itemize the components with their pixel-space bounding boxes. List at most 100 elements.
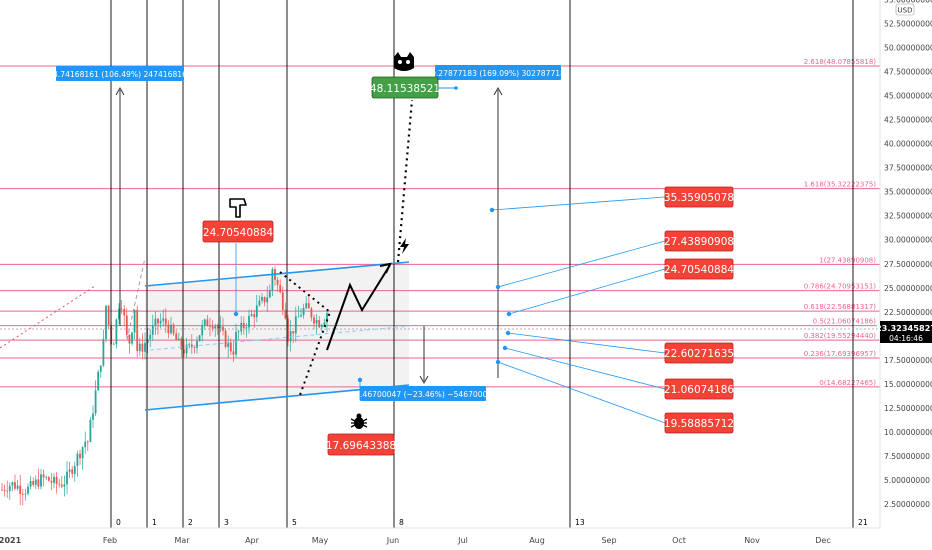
candle-body xyxy=(229,342,232,352)
svg-text:04:16:46: 04:16:46 xyxy=(889,334,923,343)
right-price-text: 21.06074186 xyxy=(664,384,734,396)
candle-body xyxy=(94,390,97,414)
fib-time-label: 3 xyxy=(224,518,229,527)
price-tick-label: 35.00000000 xyxy=(884,188,932,197)
candle-body xyxy=(63,484,66,487)
candle-body xyxy=(141,343,144,352)
fib-time-label: 5 xyxy=(292,518,297,527)
measure-label-down: −5.46700047 (−23.46%) −546700047 xyxy=(349,386,497,401)
candle-body xyxy=(60,484,63,487)
candle-body xyxy=(99,365,102,372)
price-tick-label: 5.00000000 xyxy=(884,476,930,485)
channel-midline xyxy=(149,325,411,351)
right-price-text: 27.43890908 xyxy=(664,236,734,248)
price-tick-label: 32.50000000 xyxy=(884,212,932,221)
candle-body xyxy=(138,343,141,352)
candle-body xyxy=(248,315,250,328)
fib-time-label: 13 xyxy=(575,518,585,527)
candle-body xyxy=(112,343,115,345)
price-tick-label: 45.00000000 xyxy=(884,92,932,101)
candle-body xyxy=(287,318,289,342)
callout-target: 48.11538521 xyxy=(370,76,440,99)
candle-body xyxy=(19,485,22,494)
candle-body xyxy=(177,338,180,341)
candle-body xyxy=(320,325,323,328)
candle-body xyxy=(297,316,300,318)
candles xyxy=(1,266,328,506)
candle-body xyxy=(71,469,74,474)
candle-body xyxy=(125,315,128,335)
pointing-hand-icon xyxy=(229,198,247,218)
fib-time-label: 8 xyxy=(399,518,404,527)
candle-body xyxy=(27,486,29,494)
candle-body xyxy=(198,335,201,342)
candle-body xyxy=(16,485,19,489)
price-tick-label: 2.50000000 xyxy=(884,500,930,509)
fib-level-label: 0.618(22.56881317) xyxy=(804,303,877,311)
candle-body xyxy=(120,308,123,310)
candle-body xyxy=(188,344,191,346)
bug-icon xyxy=(350,413,368,429)
candle-body xyxy=(149,334,152,340)
candle-body xyxy=(32,481,35,485)
candle-body xyxy=(81,447,84,459)
channel-upper-line xyxy=(144,261,410,287)
candle-body xyxy=(37,479,40,487)
candle-body xyxy=(53,476,55,483)
candle-body xyxy=(214,326,217,329)
candle-body xyxy=(315,320,318,324)
callout-low: 17.69643388 xyxy=(326,433,396,456)
candle-body xyxy=(105,305,107,340)
right-price-label: 22.60271635 xyxy=(664,342,734,364)
time-tick-label: Nov xyxy=(744,536,760,545)
candle-body xyxy=(164,318,167,325)
candle-body xyxy=(144,342,146,352)
time-axis[interactable]: 2021 Feb Mar Apr May Jun Jul Aug Sep Oct Nov Dec xyxy=(0,527,880,545)
label-connectors xyxy=(233,196,666,424)
right-price-label: 21.06074186 xyxy=(664,378,734,400)
price-tick-label: 10.00000000 xyxy=(884,428,932,437)
candle-body xyxy=(58,483,61,485)
candle-body xyxy=(42,474,45,478)
price-tick-label: 50.00000000 xyxy=(884,44,932,53)
candle-body xyxy=(123,308,126,316)
candle-body xyxy=(240,322,243,332)
channel-shade xyxy=(145,262,409,410)
candle-body xyxy=(305,303,308,308)
right-price-label: 27.43890908 xyxy=(664,230,734,252)
right-price-text: 19.58885712 xyxy=(664,418,734,430)
callout-text: 24.70540884 xyxy=(203,227,273,239)
candle-body xyxy=(219,326,222,328)
svg-text:23.32345827: 23.32345827 xyxy=(876,323,932,333)
candle-body xyxy=(133,309,136,333)
time-tick-label: 2021 xyxy=(0,536,22,545)
candle-body xyxy=(128,334,131,344)
time-tick-label: Dec xyxy=(815,536,830,545)
candle-body xyxy=(40,474,42,487)
candle-body xyxy=(183,349,185,354)
candle-body xyxy=(76,453,79,467)
candle-body xyxy=(6,490,9,492)
candle-body xyxy=(11,482,14,486)
time-tick-label: Jul xyxy=(457,536,468,545)
candle-body xyxy=(84,441,87,448)
candle-body xyxy=(8,485,11,492)
candle-body xyxy=(203,319,206,326)
price-tick-label: 37.50000000 xyxy=(884,164,932,173)
candle-body xyxy=(318,320,321,328)
candle-body xyxy=(29,481,32,487)
candle-body xyxy=(66,471,68,485)
candle-body xyxy=(193,347,196,349)
fib-level-label: 0.786(24.70953151) xyxy=(804,283,877,291)
callout-text: 17.69643388 xyxy=(326,440,396,452)
measure-text-down: −5.46700047 (−23.46%) −546700047 xyxy=(349,390,497,399)
fib-time-zones: 0 1 2 3 5 8 13 21 xyxy=(110,0,868,528)
candle-body xyxy=(326,313,328,323)
candle-body xyxy=(289,331,292,342)
measure-down xyxy=(419,326,429,385)
right-price-labels: 35.35905078 27.43890908 24.70540884 22.6027… xyxy=(664,186,734,434)
candle-body xyxy=(279,284,282,293)
price-tick-label: 42.50000000 xyxy=(884,116,932,125)
candle-body xyxy=(276,279,279,285)
